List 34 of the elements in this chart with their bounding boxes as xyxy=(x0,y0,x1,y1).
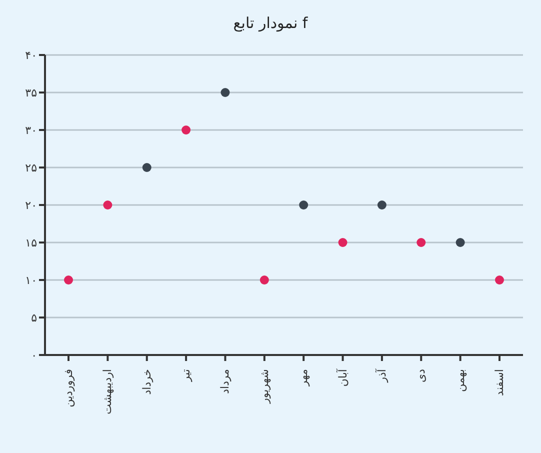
point xyxy=(142,163,152,172)
point xyxy=(64,276,74,284)
x-tick-label: دی xyxy=(414,368,428,383)
y-tick-label: ۱۵ xyxy=(25,236,38,250)
point xyxy=(377,200,386,210)
x-tick-label: مرداد xyxy=(218,368,232,394)
point xyxy=(220,88,230,97)
y-tick-label: ۵ xyxy=(31,311,38,324)
y-tick-label: ۳۵ xyxy=(25,86,38,100)
point xyxy=(456,238,465,247)
point xyxy=(260,276,269,284)
x-tick-label: اردیبهشت xyxy=(101,369,114,414)
point xyxy=(182,126,191,134)
point xyxy=(299,200,308,210)
x-tick-label: بهمن xyxy=(454,369,467,392)
point xyxy=(338,238,348,247)
x-tick-label: اسفند xyxy=(492,369,506,396)
y-tick-label: ۳۰ xyxy=(25,124,37,137)
point xyxy=(494,276,504,284)
point xyxy=(416,238,426,247)
x-tick-label: فروردین xyxy=(62,369,76,408)
y-tick-label: ۴۰ xyxy=(25,48,37,62)
x-tick-label: مهر xyxy=(297,368,310,388)
chart-title: نمودار تابع f xyxy=(232,14,309,32)
y-tick-label: ۱۰ xyxy=(25,274,37,287)
x-tick-label: خرداد xyxy=(140,369,154,395)
y-tick-label: ۰ xyxy=(31,348,37,362)
point xyxy=(103,200,112,210)
x-tick-label: آبان xyxy=(335,368,350,387)
x-tick-label: شهریور xyxy=(258,369,271,404)
y-tick-label: ۲۰ xyxy=(25,198,37,212)
x-tick-label: تیر xyxy=(180,369,193,382)
x-tick-label: آذر xyxy=(374,368,388,384)
y-tick-label: ۲۵ xyxy=(25,161,38,174)
